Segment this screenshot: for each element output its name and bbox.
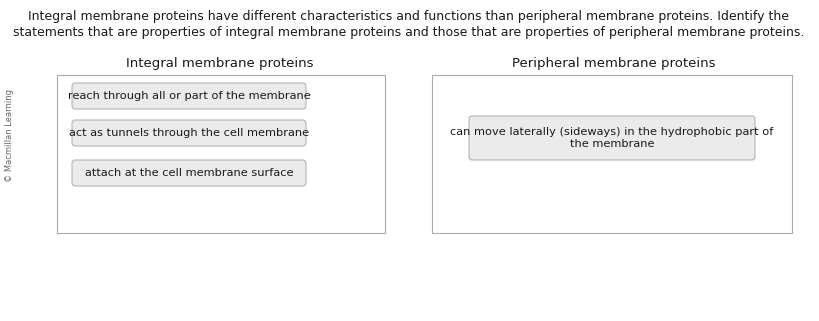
- Text: act as tunnels through the cell membrane: act as tunnels through the cell membrane: [69, 128, 309, 138]
- FancyBboxPatch shape: [469, 116, 755, 160]
- Text: Peripheral membrane proteins: Peripheral membrane proteins: [512, 56, 716, 70]
- Text: Integral membrane proteins have different characteristics and functions than per: Integral membrane proteins have differen…: [29, 10, 790, 23]
- Text: © Macmillan Learning: © Macmillan Learning: [6, 90, 15, 183]
- FancyBboxPatch shape: [57, 75, 385, 233]
- FancyBboxPatch shape: [72, 120, 306, 146]
- FancyBboxPatch shape: [72, 83, 306, 109]
- Text: reach through all or part of the membrane: reach through all or part of the membran…: [68, 91, 310, 101]
- Text: statements that are properties of integral membrane proteins and those that are : statements that are properties of integr…: [13, 26, 805, 39]
- Text: can move laterally (sideways) in the hydrophobic part of
the membrane: can move laterally (sideways) in the hyd…: [450, 127, 774, 149]
- Text: attach at the cell membrane surface: attach at the cell membrane surface: [84, 168, 293, 178]
- FancyBboxPatch shape: [72, 160, 306, 186]
- Text: Integral membrane proteins: Integral membrane proteins: [126, 56, 314, 70]
- FancyBboxPatch shape: [432, 75, 792, 233]
